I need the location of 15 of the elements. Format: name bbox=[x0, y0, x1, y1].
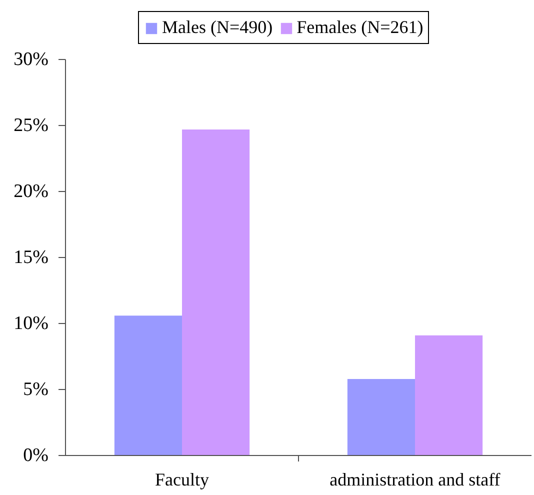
x-tick-label: Faculty bbox=[155, 470, 210, 490]
bar bbox=[182, 129, 250, 456]
y-tick-label: 5% bbox=[23, 379, 49, 400]
bar bbox=[415, 335, 483, 456]
y-tick-label: 30% bbox=[14, 49, 49, 70]
legend-label: Males (N=490) bbox=[162, 17, 273, 38]
bar bbox=[114, 316, 182, 456]
y-tick-label: 25% bbox=[14, 115, 49, 136]
legend-label: Females (N=261) bbox=[296, 17, 424, 38]
y-tick-label: 10% bbox=[14, 313, 49, 334]
x-tick-label: administration and staff bbox=[330, 470, 500, 490]
bar bbox=[347, 378, 415, 456]
y-tick-label: 20% bbox=[14, 181, 49, 202]
y-tick-label: 0% bbox=[23, 445, 49, 466]
y-tick-label: 15% bbox=[14, 247, 49, 268]
